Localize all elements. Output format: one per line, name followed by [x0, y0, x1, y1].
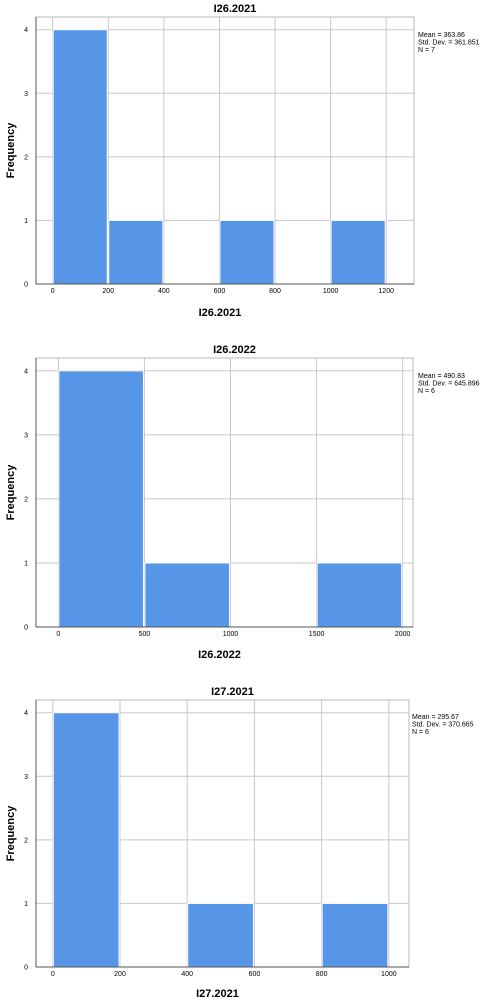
- x-tick-label: 0: [51, 288, 55, 295]
- x-tick-label: 1500: [309, 631, 325, 638]
- stats-line: Std. Dev. = 370.665: [412, 722, 474, 729]
- y-tick-label: 1: [24, 218, 28, 225]
- histogram-i26-2022: 0 500 1000 1500 2000 0 1 2 3 4 I26.2022 I26.2022 Fre…: [5, 344, 480, 661]
- stats-line: Mean = 295.67: [412, 714, 459, 721]
- x-tick-label: 2000: [395, 631, 411, 638]
- stats-line: Std. Dev. = 361.851: [418, 40, 480, 47]
- histogram-i26-2021: 0 200 400 600 800 1000 1200 0 1 2 3 4 I26.2021 I26.20…: [5, 3, 480, 319]
- histogram-i27-2021: 0 200 400 600 800 1000 0 1 2 3 4 I27.2021 I27.2021 Fr…: [5, 686, 474, 1000]
- chart-title: I27.2021: [211, 686, 254, 698]
- x-axis-label: I27.2021: [196, 988, 239, 1000]
- chart-title: I26.2022: [213, 344, 256, 356]
- y-tick-label: 3: [24, 432, 28, 439]
- histogram-bar: [52, 29, 108, 285]
- histogram-bar: [52, 712, 120, 968]
- x-tick-label: 400: [181, 971, 193, 978]
- x-tick-label: 600: [249, 971, 261, 978]
- x-tick-label: 1000: [323, 288, 339, 295]
- x-axis-label: I26.2022: [198, 649, 241, 661]
- x-tick-label: 800: [316, 971, 328, 978]
- histogram-bar: [330, 219, 386, 285]
- y-tick-label: 4: [24, 27, 28, 34]
- histogram-bar: [316, 562, 403, 628]
- y-tick-label: 2: [24, 837, 28, 844]
- y-tick-label: 1: [24, 901, 28, 908]
- y-axis-label: Frequency: [5, 805, 17, 862]
- x-tick-label: 0: [56, 631, 60, 638]
- stats-line: N = 6: [418, 388, 435, 395]
- y-tick-label: 2: [24, 154, 28, 161]
- stats-line: N = 6: [412, 729, 429, 736]
- stats-line: N = 7: [418, 47, 435, 54]
- histogram-bar: [58, 370, 144, 628]
- stats-line: Std. Dev. = 645.896: [418, 381, 480, 388]
- x-tick-label: 800: [269, 288, 281, 295]
- y-tick-label: 0: [24, 965, 28, 972]
- histogram-bar: [219, 219, 275, 285]
- y-tick-label: 0: [24, 625, 28, 632]
- y-tick-label: 2: [24, 496, 28, 503]
- stats-line: Mean = 490.83: [418, 373, 465, 380]
- x-tick-label: 0: [51, 971, 55, 978]
- x-tick-label: 1000: [381, 971, 397, 978]
- x-tick-label: 200: [114, 971, 126, 978]
- y-axis-label: Frequency: [5, 122, 17, 179]
- y-tick-label: 0: [24, 282, 28, 289]
- x-axis-label: I26.2021: [199, 307, 242, 319]
- histogram-bar: [321, 902, 389, 968]
- chart-title: I26.2021: [214, 3, 257, 15]
- histogram-bar: [108, 219, 164, 285]
- x-tick-label: 600: [214, 288, 226, 295]
- y-tick-label: 3: [24, 91, 28, 98]
- x-tick-label: 200: [102, 288, 114, 295]
- stats-line: Mean = 363.86: [418, 32, 465, 39]
- histogram-bar: [187, 902, 254, 968]
- y-axis-label: Frequency: [5, 464, 17, 521]
- y-tick-label: 4: [24, 710, 28, 717]
- y-tick-label: 4: [24, 368, 28, 375]
- x-tick-label: 1000: [223, 631, 239, 638]
- y-tick-label: 3: [24, 774, 28, 781]
- x-tick-label: 400: [158, 288, 170, 295]
- histogram-bar: [144, 562, 231, 628]
- x-tick-label: 1200: [378, 288, 394, 295]
- y-tick-label: 1: [24, 560, 28, 567]
- x-tick-label: 500: [139, 631, 151, 638]
